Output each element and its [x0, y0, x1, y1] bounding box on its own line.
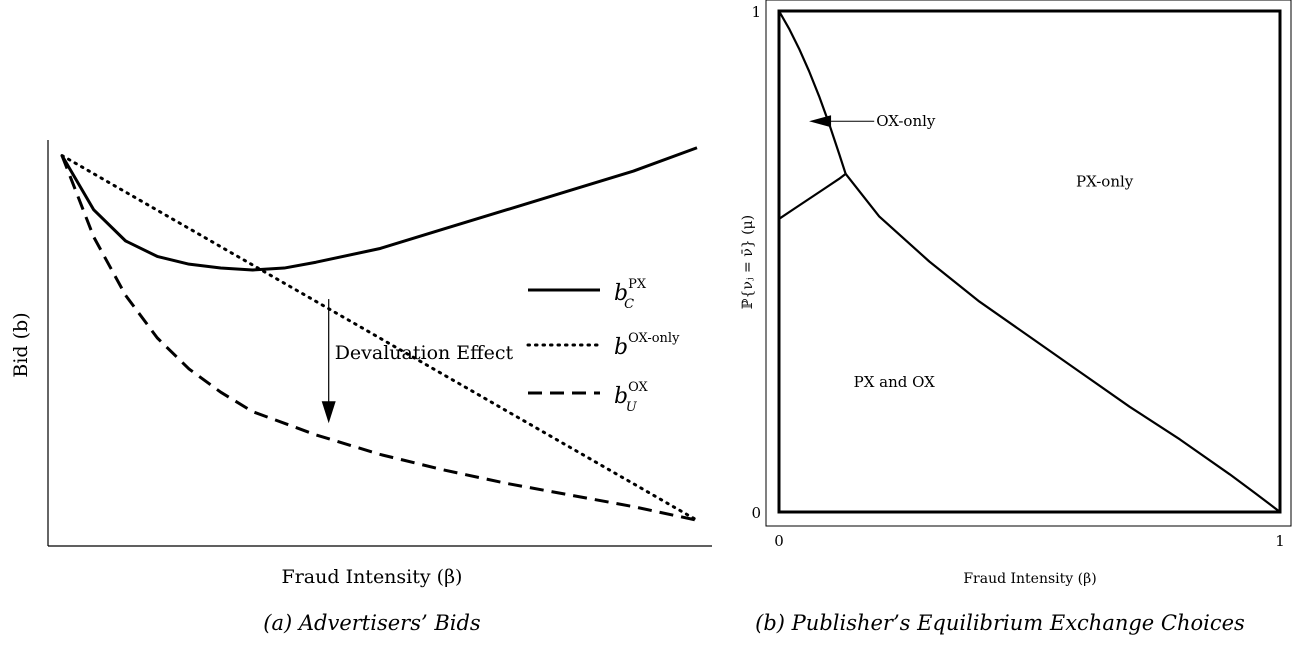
panel-b-ytick-1: 1	[751, 3, 761, 21]
panel-b-caption: (b) Publisher’s Equilibrium Exchange Cho…	[755, 611, 1245, 635]
panel-b-xtick-1: 1	[1275, 532, 1285, 550]
boundary-upper-left	[778, 10, 847, 175]
devaluation-arrow-head	[321, 401, 336, 424]
panel-b: 1 0 0 1 PX-only PX and OX OX-only Fraud …	[740, 0, 1292, 635]
panel-a-caption: (a) Advertisers’ Bids	[263, 611, 481, 635]
region-label-ox-only: OX-only	[876, 112, 936, 130]
series-line-solid	[60, 146, 698, 272]
panel-b-outer-frame	[765, 0, 1292, 527]
region-label-px-and-ox: PX and OX	[854, 373, 936, 391]
boundary-lower-left	[778, 172, 847, 220]
legend-label-b-c-px: bPX C	[614, 277, 647, 312]
series-line-dashed	[60, 154, 698, 522]
panel-b-plot-frame	[777, 9, 1282, 514]
boundary-main	[844, 173, 1281, 513]
panel-a-series-group	[60, 146, 699, 522]
panel-b-xtick-0: 0	[774, 532, 784, 550]
panel-b-x-label: Fraud Intensity (β)	[963, 571, 1096, 587]
legend-label-b-ox-only: bOX-only	[614, 331, 680, 360]
devaluation-effect-label: Devaluation Effect	[335, 342, 514, 364]
panel-a: Devaluation Effect bPX C bOX-only bOX U Fr…	[10, 140, 712, 635]
panel-a-legend: bPX C bOX-only bOX U	[526, 277, 680, 415]
series-line-dotted	[60, 154, 699, 522]
legend-label-b-u-ox: bOX U	[614, 380, 649, 415]
panel-b-y-label: ℙ{νⱼ = ν̄} (μ)	[740, 215, 756, 309]
panel-b-boundaries-group	[778, 10, 1281, 513]
region-label-px-only: PX-only	[1076, 172, 1134, 190]
panel-a-y-label: Bid (b)	[10, 312, 32, 377]
panel-b-ytick-0: 0	[751, 504, 761, 522]
ox-only-arrow-head	[809, 115, 832, 128]
panel-a-x-label: Fraud Intensity (β)	[282, 566, 463, 588]
